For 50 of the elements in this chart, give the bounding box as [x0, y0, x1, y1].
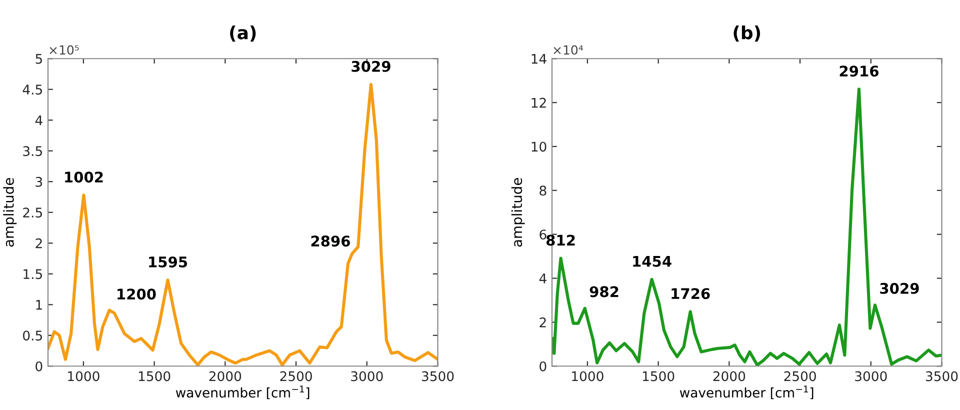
x-axis-title: wavenumber [cm$^{−1}$] — [680, 386, 814, 400]
y-tick-label: 1.5 — [24, 269, 42, 280]
x-tick-label: 1500 — [642, 371, 674, 382]
x-tick-label: 2000 — [209, 371, 242, 382]
x-tick-label: 2500 — [784, 371, 816, 382]
x-tick-label: 1500 — [138, 371, 170, 382]
y-tick-label: 3.5 — [23, 146, 42, 156]
y-tick-label: 4.5 — [22, 84, 42, 95]
y-tick-label: 3 — [36, 176, 42, 187]
annotation: 2916 — [840, 66, 878, 77]
x-tick-label: 1000 — [572, 371, 604, 382]
y-tick-label: 0 — [540, 361, 546, 372]
annotation: 1002 — [65, 172, 103, 183]
y-tick-label: 8 — [540, 186, 546, 196]
y-axis-title: amplitude — [511, 178, 525, 247]
y-tick-label: 2 — [36, 238, 42, 248]
text: ×10⁴ — [554, 45, 583, 55]
y-tick-label: 10 — [532, 142, 546, 152]
x-tick-label: 3000 — [351, 371, 383, 382]
y-tick-label: 4 — [539, 274, 546, 284]
x-axis-title: wavenumber [cm$^{−1}$] — [176, 386, 310, 400]
annotation: 982 — [590, 286, 618, 298]
chart-title: (b) — [734, 25, 760, 42]
y-tick-label: 14 — [532, 54, 546, 64]
annotation: 1595 — [149, 256, 188, 268]
y-tick-label: 2.5 — [23, 208, 42, 218]
annotation: 3029 — [880, 282, 919, 294]
y-tick-label: 0.5 — [23, 330, 42, 341]
annotation: 2896 — [311, 236, 350, 247]
x-tick-label: 1000 — [68, 371, 100, 382]
annotation: 3029 — [352, 60, 390, 72]
annotation: 1726 — [672, 288, 710, 300]
x-tick-label: 2000 — [713, 371, 746, 382]
x-tick-label: 2500 — [280, 371, 312, 382]
y-tick-label: 12 — [532, 98, 546, 108]
y-tick-label: 5 — [36, 54, 42, 64]
y-tick-label: 2 — [540, 317, 546, 328]
x-tick-label: 3500 — [422, 371, 454, 382]
text: ×10⁵ — [50, 45, 79, 55]
y-tick-label: 1 — [36, 300, 42, 310]
y-tick-label: 4 — [35, 116, 42, 126]
y-tick-label: 0 — [36, 361, 42, 372]
annotation: 812 — [546, 234, 575, 246]
y-tick-label: 6 — [540, 230, 546, 240]
x-tick-label: 3000 — [855, 371, 887, 382]
annotation: 1454 — [633, 256, 672, 267]
annotation: 1200 — [118, 288, 156, 300]
x-tick-label: 3500 — [926, 371, 958, 382]
chart-title: (a) — [230, 25, 256, 42]
y-axis-title: amplitude — [3, 178, 17, 247]
